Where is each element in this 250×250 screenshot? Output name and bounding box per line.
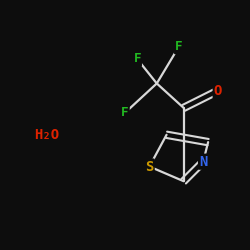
- Text: H₂O: H₂O: [34, 128, 59, 142]
- Text: F: F: [121, 106, 129, 119]
- Text: F: F: [134, 52, 141, 66]
- Text: F: F: [175, 40, 182, 53]
- Text: N: N: [199, 155, 207, 169]
- Text: O: O: [214, 84, 222, 98]
- Text: S: S: [145, 160, 154, 173]
